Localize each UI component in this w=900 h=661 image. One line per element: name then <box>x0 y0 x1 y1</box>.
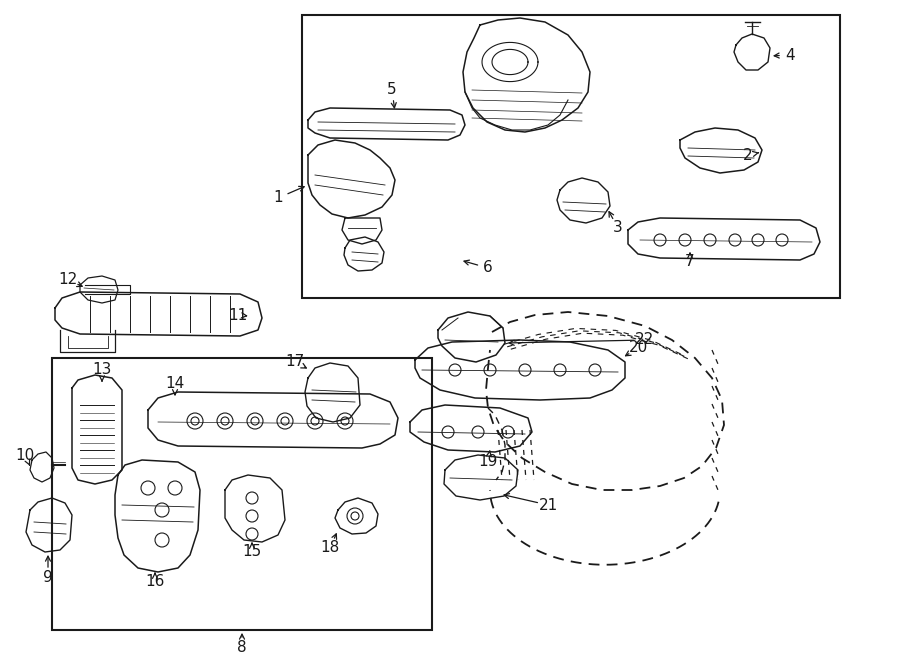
Text: 22: 22 <box>635 332 654 348</box>
Text: 6: 6 <box>483 260 493 276</box>
Text: 5: 5 <box>387 83 397 98</box>
Text: 2: 2 <box>743 147 752 163</box>
Text: 9: 9 <box>43 570 53 586</box>
Text: 10: 10 <box>15 447 34 463</box>
Text: 4: 4 <box>785 48 795 63</box>
Text: 12: 12 <box>58 272 77 288</box>
Text: 21: 21 <box>538 498 558 512</box>
Text: 15: 15 <box>242 545 262 559</box>
Bar <box>52 358 432 630</box>
Text: 11: 11 <box>229 307 248 323</box>
Text: 20: 20 <box>628 340 648 356</box>
Text: 8: 8 <box>238 641 247 656</box>
Text: 1: 1 <box>274 190 283 206</box>
Text: 19: 19 <box>478 455 498 469</box>
Text: 18: 18 <box>320 541 339 555</box>
Text: 17: 17 <box>285 354 304 369</box>
Bar <box>302 15 840 298</box>
Text: 7: 7 <box>685 254 695 270</box>
Text: 13: 13 <box>93 362 112 377</box>
Text: 3: 3 <box>613 221 623 235</box>
Text: 16: 16 <box>145 574 165 590</box>
Text: 14: 14 <box>166 375 184 391</box>
